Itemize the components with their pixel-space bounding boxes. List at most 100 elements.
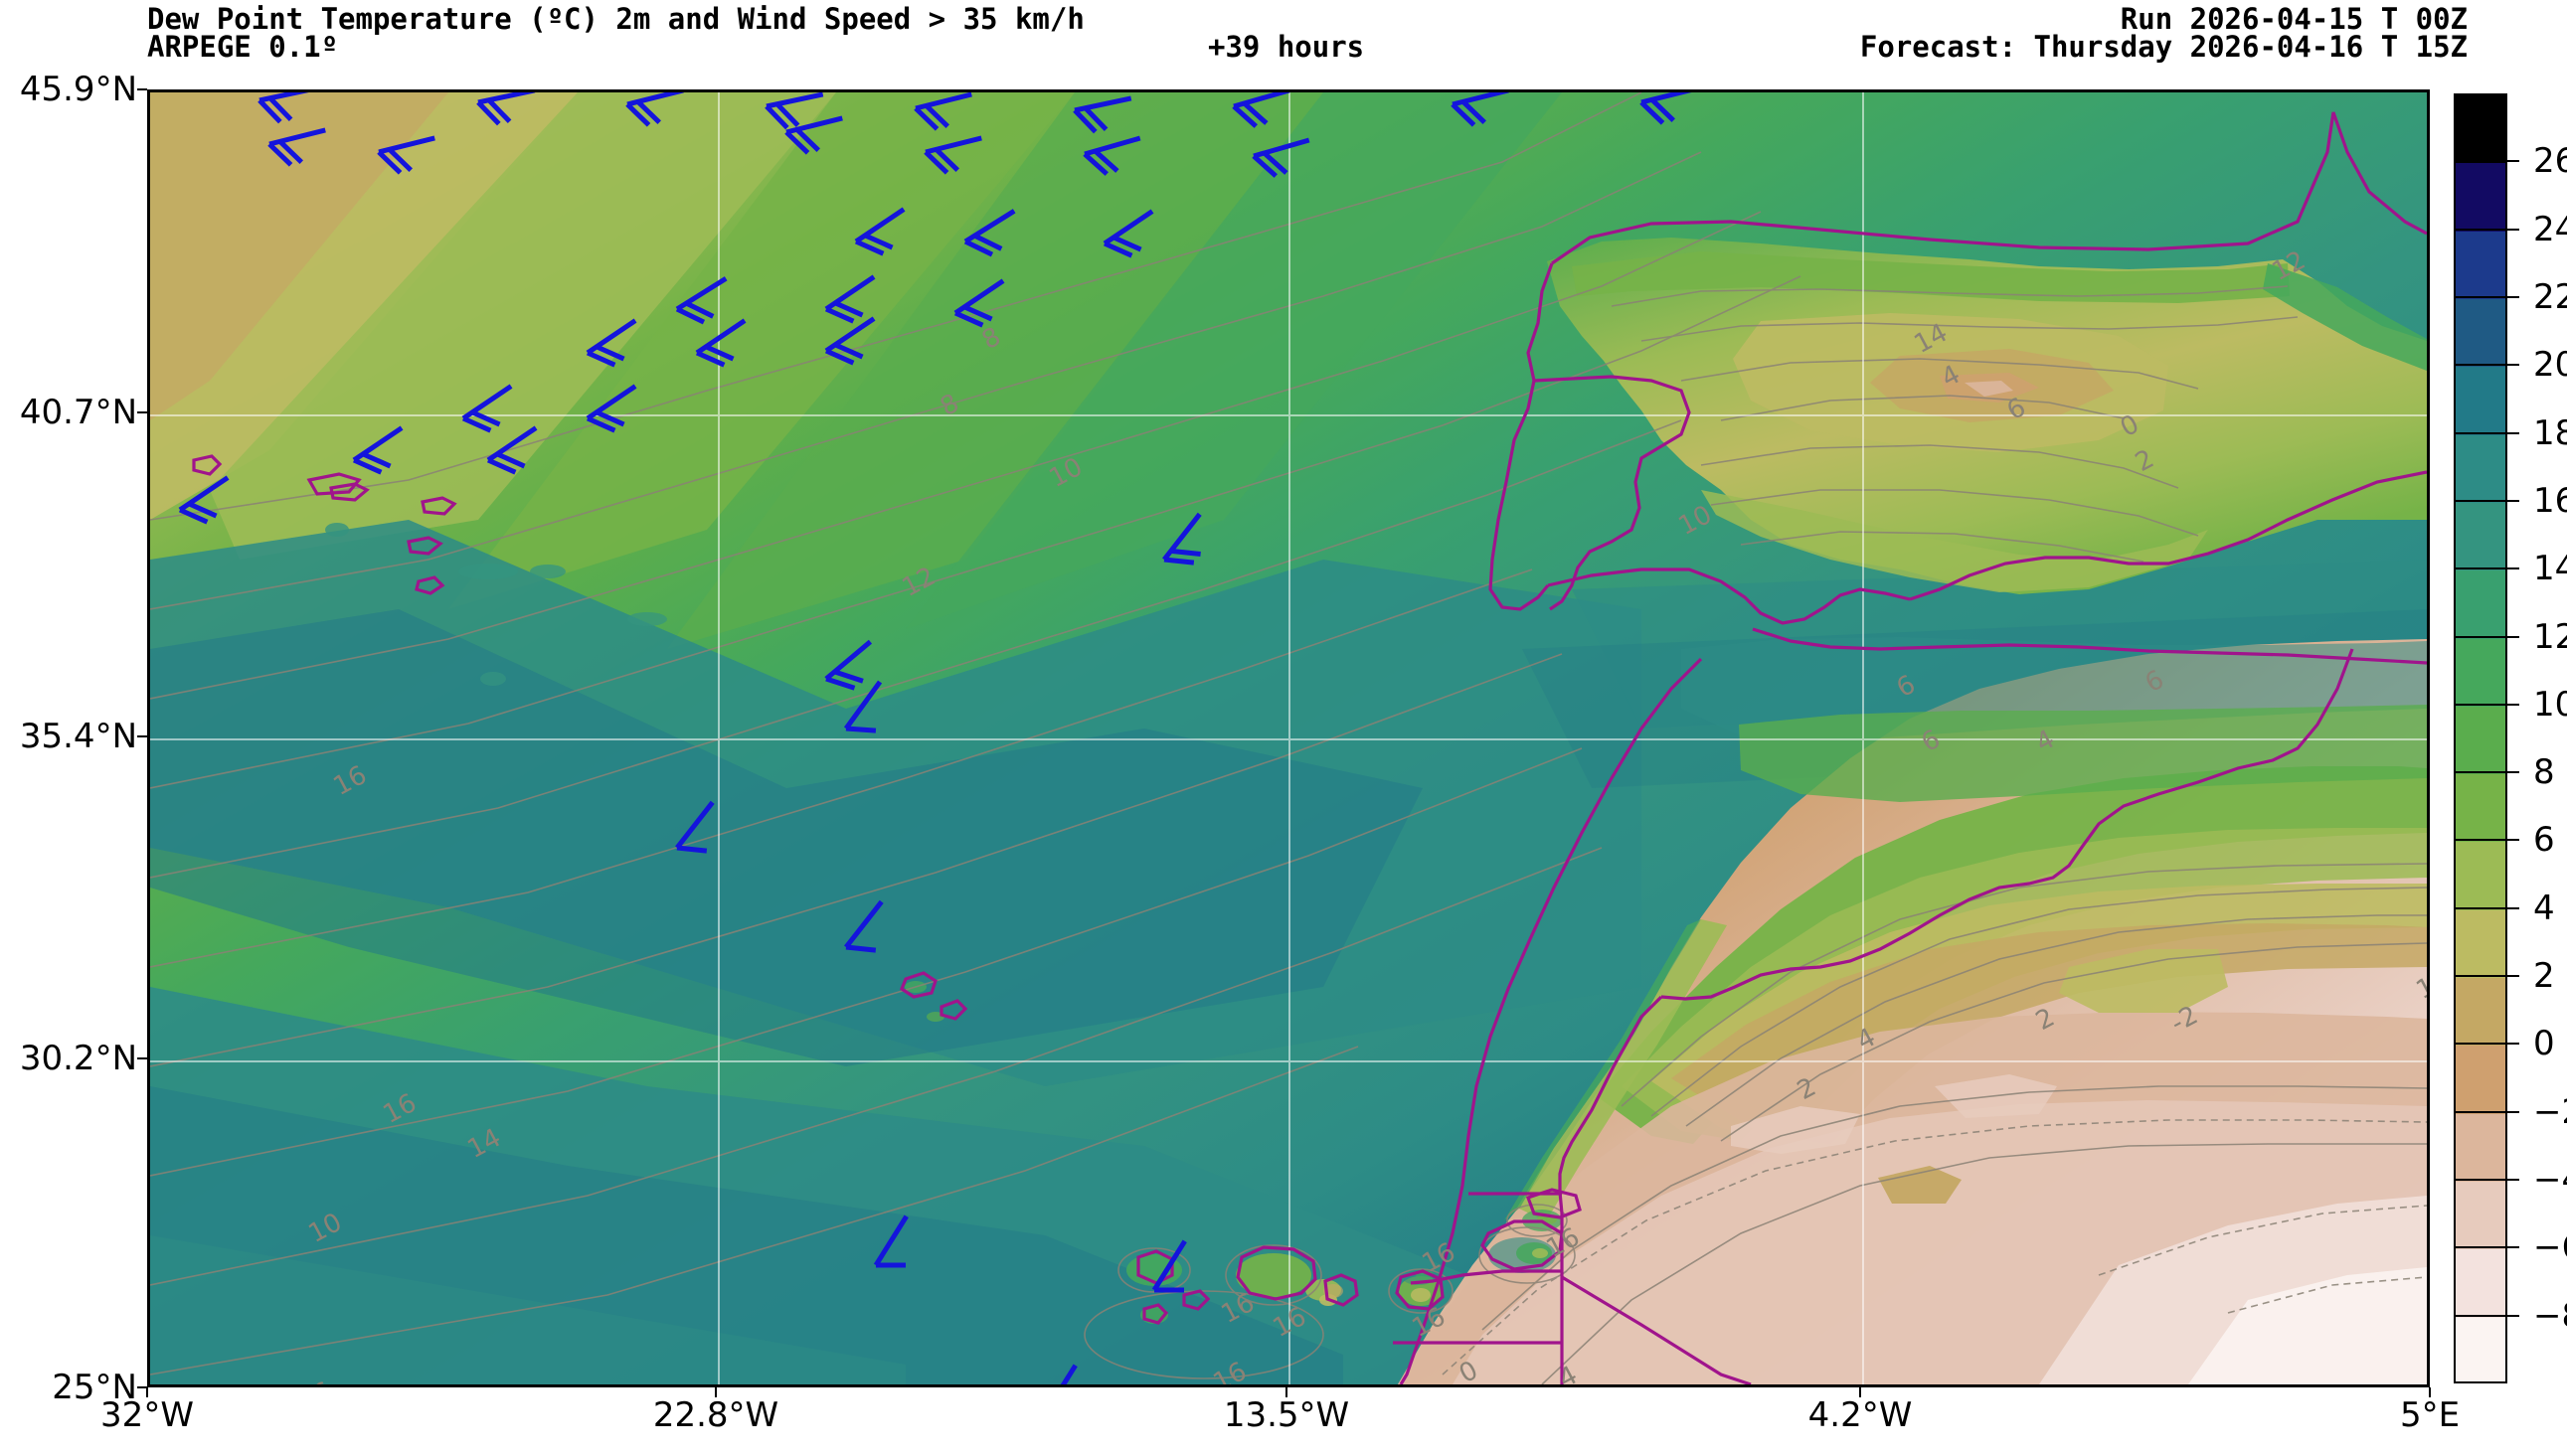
contour-label: 2 — [2031, 1003, 2060, 1037]
political-borders — [192, 111, 2427, 1384]
xtick-label-0: 32°W — [100, 1395, 194, 1435]
wind-barb — [352, 425, 404, 475]
contour-label: 14 — [463, 1123, 506, 1165]
contour-label: 4 — [1937, 360, 1966, 394]
colorbar-tick-label-11: 4 — [2533, 888, 2555, 928]
wind-barb — [486, 425, 538, 475]
contour-label: 8 — [936, 389, 964, 422]
wind-barb — [784, 115, 843, 155]
colorbar-tick-0 — [2454, 160, 2519, 163]
colorbar-tick-13 — [2454, 1043, 2519, 1046]
colorbar-tick-17 — [2454, 1314, 2519, 1317]
wind-barb — [873, 1214, 909, 1268]
atlantic-islands — [325, 523, 1562, 1324]
contour-label: 16 — [1269, 1302, 1311, 1344]
contour-label: 6 — [1892, 670, 1921, 704]
colorbar-tick-3 — [2454, 364, 2519, 367]
contour-label: 4 — [2031, 725, 2060, 758]
wind-barb — [1451, 92, 1509, 127]
colorbar-band-20-22 — [2456, 298, 2505, 368]
colorbar-tick-label-0: 26 — [2533, 141, 2567, 182]
colorbar-band-4-6 — [2456, 842, 2505, 911]
contour-label: 16 — [1418, 1237, 1460, 1279]
wind-barb — [765, 92, 824, 130]
contour-label: 6 — [1917, 725, 1946, 758]
contour-label: 16 — [1217, 1288, 1260, 1330]
colorbar-tick-label-10: 6 — [2533, 820, 2555, 861]
wind-barb — [1083, 135, 1141, 176]
dewpoint-ocean-field — [150, 92, 2427, 1384]
header: Dew Point Temperature (ºC) 2m and Wind S… — [0, 0, 2567, 62]
wind-barb — [824, 274, 876, 324]
colorbar-band-14-16 — [2456, 502, 2505, 571]
colorbar-tick-label-15: −4 — [2533, 1160, 2567, 1201]
xtick-mark-4 — [2429, 1387, 2431, 1397]
wind-barb — [1103, 209, 1154, 258]
colorbar-tick-7 — [2454, 635, 2519, 638]
colorbar-band--2-0 — [2456, 1046, 2505, 1115]
map-plot-area[interactable]: 8810121412104602161616161616024161614161… — [147, 89, 2430, 1387]
wind-barb — [586, 384, 637, 433]
colorbar-band-26-28 — [2456, 95, 2505, 164]
contour-label: 12 — [898, 562, 941, 603]
wind-barb — [675, 800, 715, 854]
colorbar-band--6--4 — [2456, 1182, 2505, 1250]
colorbar-tick-12 — [2454, 975, 2519, 978]
ytick-label-1: 40.7°N — [19, 393, 137, 432]
wind-barb — [1151, 1239, 1187, 1293]
colorbar-band-6-8 — [2456, 774, 2505, 844]
wind-barb — [1060, 1364, 1078, 1384]
wind-barb — [461, 384, 513, 433]
xtick-label-3: 4.2°W — [1807, 1395, 1913, 1435]
xtick-mark-3 — [1859, 1387, 1861, 1397]
header-line-1: Dew Point Temperature (ºC) 2m and Wind S… — [0, 5, 2567, 34]
wind-barb — [963, 209, 1016, 257]
contour-label: 6 — [2002, 393, 2031, 426]
colorbar-band-16-18 — [2456, 434, 2505, 504]
colorbar-tick-label-1: 24 — [2533, 209, 2567, 249]
wind-barb — [625, 92, 684, 127]
wind-barb — [267, 127, 326, 167]
wind-barb — [695, 318, 747, 368]
model-name-label: ARPEGE 0.1º — [147, 30, 339, 64]
wind-barbs — [178, 92, 1692, 1384]
colorbar-tick-16 — [2454, 1246, 2519, 1249]
colorbar-band-12-14 — [2456, 570, 2505, 640]
contour-label: 10 — [304, 1208, 347, 1249]
colorbar[interactable] — [2454, 93, 2507, 1383]
map-canvas: 8810121412104602161616161616024161614161… — [150, 92, 2427, 1384]
contour-label: 10 — [2412, 964, 2427, 1006]
lead-time-label: +39 hours — [1208, 30, 1365, 64]
colorbar-band-2-4 — [2456, 909, 2505, 979]
colorbar-band--8--6 — [2456, 1249, 2505, 1319]
north-africa-landmass — [1398, 639, 2427, 1384]
contour-label: 0 — [1455, 1356, 1483, 1384]
contour-label: 6 — [2140, 665, 2169, 699]
contour-label: 16 — [379, 1088, 422, 1130]
wind-barb — [257, 92, 309, 124]
colorbar-band--4--2 — [2456, 1113, 2505, 1183]
colorbar-tick-label-16: −6 — [2533, 1227, 2567, 1268]
colorbar-tick-10 — [2454, 839, 2519, 842]
ytick-mark-4 — [137, 1386, 147, 1388]
xtick-label-4: 5°E — [2399, 1395, 2461, 1435]
wind-barb — [476, 92, 536, 126]
contour-label: 16 — [1408, 1302, 1451, 1344]
colorbar-tick-11 — [2454, 906, 2519, 909]
colorbar-tick-label-13: 0 — [2533, 1024, 2555, 1064]
contour-label: 2 — [2131, 444, 2159, 478]
colorbar-tick-label-7: 12 — [2533, 616, 2567, 657]
contour-label: 2 — [1793, 1072, 1821, 1106]
dewpoint-contours — [150, 92, 2427, 1384]
colorbar-tick-label-3: 20 — [2533, 345, 2567, 386]
wind-barb — [377, 135, 435, 175]
colorbar-tick-5 — [2454, 499, 2519, 502]
contour-label: 14 — [1910, 318, 1953, 360]
ytick-label-2: 35.4°N — [19, 717, 137, 756]
colorbar-band-22-24 — [2456, 231, 2505, 300]
contour-label: -2 — [2166, 1001, 2203, 1040]
contour-label: 16 — [1209, 1357, 1252, 1384]
wind-barb — [854, 207, 906, 256]
model-run-label: Run 2026-04-15 T 00Z — [2120, 2, 2468, 36]
contour-label: 16 — [294, 1376, 337, 1384]
